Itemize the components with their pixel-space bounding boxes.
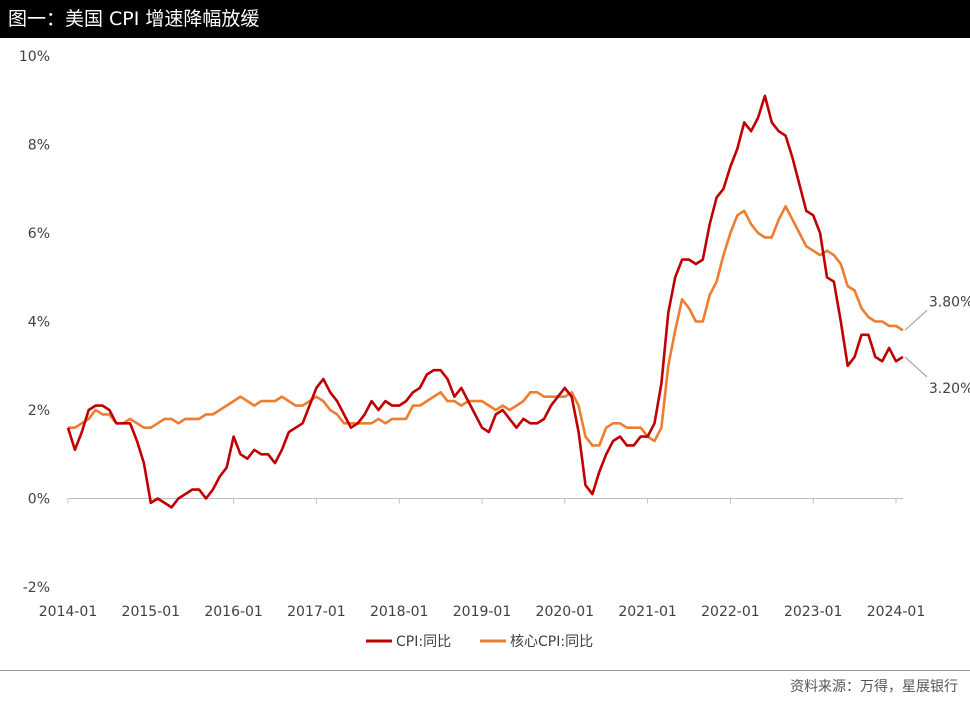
cpi-series-line xyxy=(66,94,904,509)
legend-label: CPI:同比 xyxy=(396,634,451,650)
x-tick-label: 2015-01 xyxy=(122,604,181,620)
x-axis: 2014-01 2015-01 2016-01 2017-01 2018-01 2019-… xyxy=(39,498,926,620)
x-tick-label: 2016-01 xyxy=(204,604,263,620)
y-tick-label: 2% xyxy=(28,403,50,419)
x-tick-label: 2022-01 xyxy=(701,604,760,620)
x-tick-label: 2017-01 xyxy=(287,604,346,620)
x-tick-label: 2020-01 xyxy=(536,604,595,620)
x-tick-label: 2019-01 xyxy=(453,604,512,620)
x-tick-label: 2021-01 xyxy=(618,604,677,620)
annotation-leader xyxy=(904,309,928,331)
x-tick-label: 2018-01 xyxy=(370,604,429,620)
source-text: 资料来源：万得，星展银行 xyxy=(790,679,958,695)
annotation-leader xyxy=(904,356,928,378)
series-lines xyxy=(66,94,904,509)
y-tick-label: 0% xyxy=(28,492,50,508)
source-note: 资料来源：万得，星展银行 xyxy=(0,670,970,705)
y-tick-label: 10% xyxy=(19,49,50,65)
y-tick-label: 4% xyxy=(28,315,50,331)
annotations: 3.80% 3.20% xyxy=(904,294,970,397)
legend: CPI:同比 核心CPI:同比 xyxy=(366,634,593,650)
legend-label: 核心CPI:同比 xyxy=(510,634,593,650)
x-tick-label: 2023-01 xyxy=(784,604,843,620)
page-title: 图一：美国 CPI 增速降幅放缓 xyxy=(8,8,260,30)
chart-title-bar: 图一：美国 CPI 增速降幅放缓 xyxy=(0,0,970,38)
annotation-label: 3.20% xyxy=(929,381,970,397)
annotation-label: 3.80% xyxy=(929,294,970,310)
core-cpi-series-line xyxy=(68,205,904,447)
x-tick-label: 2024-01 xyxy=(867,604,926,620)
y-axis: -2% 0% 2% 4% 6% 8% 10% xyxy=(19,49,50,596)
line-chart: -2%0%2%4%6%8%10% 2014-01 2015-01 2016-01 20… xyxy=(19,49,970,650)
y-tick-label: 8% xyxy=(28,138,50,154)
x-tick-label: 2014-01 xyxy=(39,604,98,620)
y-tick-label: -2% xyxy=(23,580,50,596)
y-tick-label: 6% xyxy=(28,226,50,242)
